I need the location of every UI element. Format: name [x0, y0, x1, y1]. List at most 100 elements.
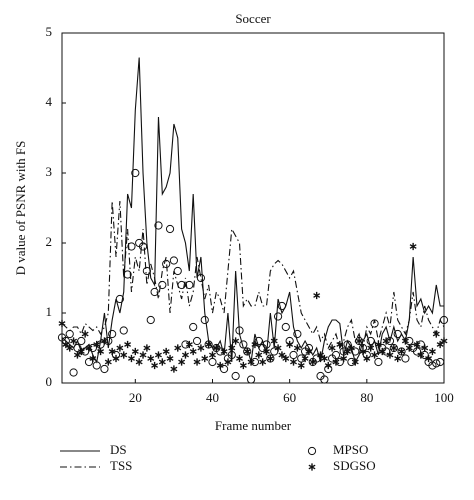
marker-circle [196, 273, 206, 283]
marker-asterisk [340, 354, 348, 363]
marker-asterisk [135, 358, 143, 366]
marker-asterisk [239, 361, 247, 370]
x-tick-label: 40 [206, 390, 219, 405]
marker-asterisk [251, 340, 259, 349]
marker-asterisk [158, 358, 166, 366]
marker-asterisk [313, 291, 321, 300]
marker-asterisk [232, 337, 240, 345]
marker-asterisk [401, 337, 409, 345]
y-tick-label: 0 [46, 374, 53, 389]
marker-asterisk [116, 344, 124, 352]
marker-asterisk [363, 354, 371, 363]
marker-asterisk [274, 344, 282, 352]
marker-circle [77, 336, 86, 346]
marker-asterisk [162, 347, 170, 356]
marker-circle [162, 259, 171, 269]
marker-circle [185, 280, 194, 290]
legend-label: MPSO [333, 442, 368, 457]
marker-circle [200, 315, 209, 325]
marker-asterisk [425, 354, 433, 363]
marker-asterisk [181, 351, 189, 359]
marker-asterisk [332, 358, 340, 366]
marker-asterisk [440, 337, 448, 345]
marker-circle [436, 357, 445, 367]
marker-circle [246, 375, 256, 384]
marker-asterisk [131, 347, 139, 356]
marker-asterisk [108, 347, 116, 356]
marker-circle [208, 357, 217, 367]
marker-asterisk [127, 354, 135, 363]
marker-circle [281, 322, 290, 332]
marker-circle [69, 368, 78, 377]
marker-circle [401, 354, 410, 363]
marker-asterisk [70, 337, 78, 345]
marker-asterisk [154, 351, 162, 359]
marker-asterisk [359, 347, 367, 356]
marker-asterisk [344, 347, 352, 356]
marker-circle [100, 364, 109, 374]
y-tick-label: 2 [46, 234, 53, 249]
marker-circle [273, 312, 283, 321]
marker-circle [231, 371, 240, 381]
legend-swatch [307, 446, 317, 456]
marker-asterisk [398, 347, 406, 356]
marker-circle [131, 168, 140, 178]
marker-circle [123, 270, 132, 279]
marker-circle [115, 294, 124, 304]
marker-asterisk [66, 344, 74, 352]
marker-asterisk [309, 358, 317, 366]
marker-circle [428, 361, 437, 370]
marker-circle [150, 287, 159, 297]
marker-asterisk [97, 347, 105, 356]
marker-asterisk [409, 242, 417, 251]
marker-asterisk [185, 340, 193, 349]
marker-asterisk [421, 344, 429, 352]
marker-circle [239, 340, 248, 349]
marker-asterisk [305, 347, 313, 356]
marker-asterisk [85, 344, 93, 352]
marker-circle [138, 242, 148, 251]
marker-asterisk [73, 351, 81, 359]
marker-asterisk [259, 358, 267, 366]
marker-asterisk [100, 337, 108, 345]
marker-asterisk [178, 358, 186, 366]
marker-circle [189, 322, 198, 332]
marker-asterisk [224, 358, 232, 366]
x-axis-label: Frame number [215, 418, 292, 433]
marker-circle [192, 336, 202, 346]
y-tick-label: 5 [46, 24, 53, 39]
marker-circle [177, 280, 186, 290]
marker-asterisk [320, 354, 328, 363]
marker-circle [173, 266, 182, 276]
series-line [61, 200, 445, 350]
marker-asterisk [270, 337, 278, 345]
marker-asterisk [374, 340, 382, 349]
marker-asterisk [193, 358, 201, 366]
marker-asterisk [247, 358, 255, 366]
marker-asterisk [81, 330, 89, 338]
marker-asterisk [93, 340, 101, 349]
marker-asterisk [104, 358, 112, 366]
marker-asterisk [263, 347, 270, 356]
marker-asterisk [266, 354, 274, 363]
marker-asterisk [278, 351, 286, 359]
marker-asterisk [112, 354, 120, 363]
marker-asterisk [328, 344, 336, 352]
marker-circle [289, 350, 298, 360]
marker-circle [374, 357, 383, 367]
marker-asterisk [405, 344, 413, 352]
marker-asterisk [351, 358, 359, 366]
marker-asterisk [120, 351, 128, 359]
marker-circle [277, 301, 287, 311]
marker-circle [127, 242, 136, 251]
marker-asterisk [170, 365, 178, 373]
marker-circle [439, 315, 449, 325]
legend-swatch [308, 463, 316, 471]
legend-label: TSS [110, 458, 132, 473]
x-tick-label: 80 [360, 390, 373, 405]
marker-asterisk [317, 351, 325, 359]
chart-title: Soccer [235, 11, 271, 26]
marker-circle [108, 329, 117, 339]
marker-asterisk [77, 347, 85, 356]
